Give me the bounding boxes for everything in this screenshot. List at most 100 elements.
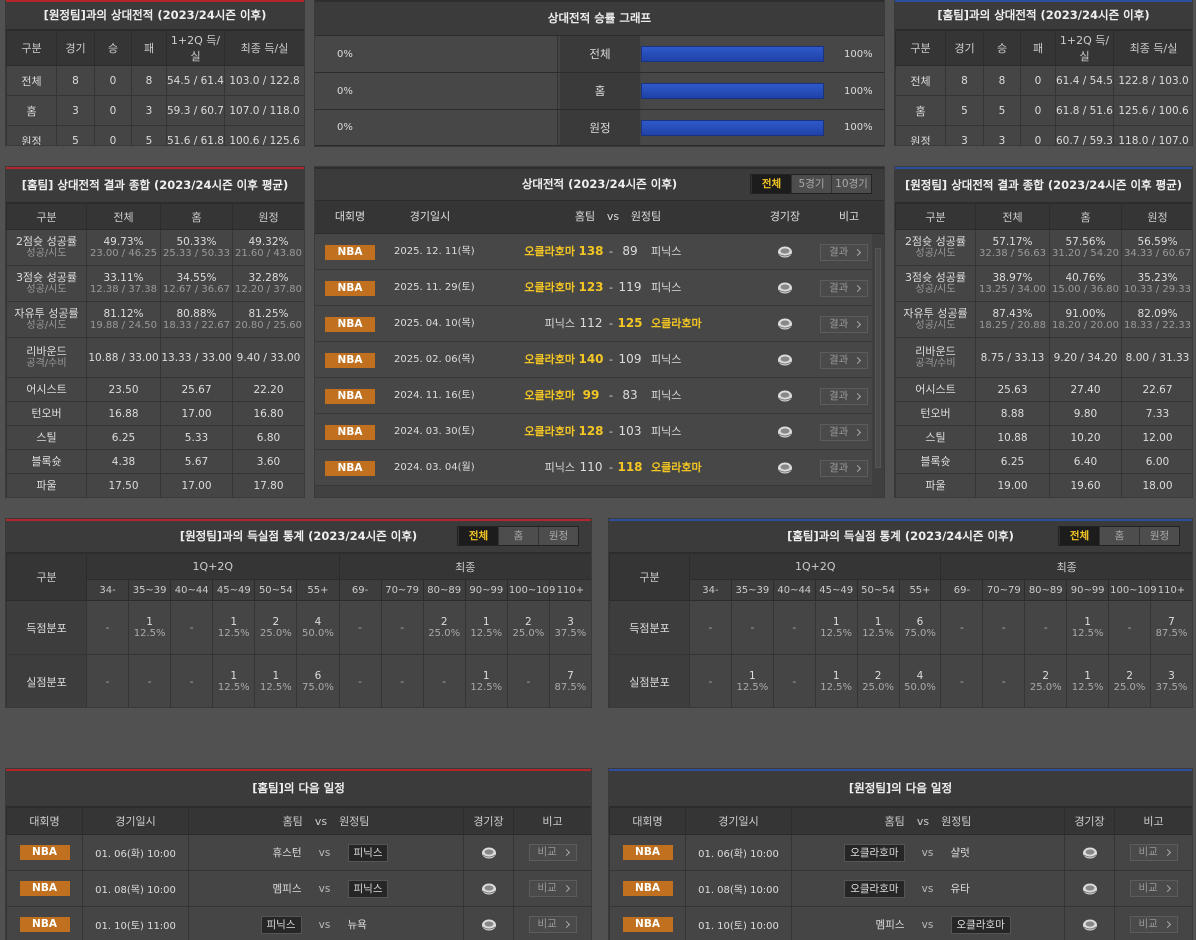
tab[interactable]: 전체 xyxy=(458,527,498,545)
stadium-icon[interactable] xyxy=(481,846,497,860)
result-button[interactable]: 결과 xyxy=(820,316,868,333)
row-label-main: 블록슛 xyxy=(896,456,975,468)
table-row: 파울19.0019.6018.00 xyxy=(896,474,1193,498)
count: 1 xyxy=(466,670,507,682)
range-cell: 90~99 xyxy=(465,580,507,601)
teams-cell: 피닉스vs뉴욕 xyxy=(189,907,464,940)
table-cell: 112.5% xyxy=(1067,655,1109,708)
home-team: 오클라호마 xyxy=(524,378,575,413)
cell-main: 8.00 / 31.33 xyxy=(1122,352,1192,364)
cell-main: 6.25 xyxy=(976,456,1049,468)
league-cell: NBA xyxy=(325,378,375,413)
tab[interactable]: 전체 xyxy=(751,175,791,193)
count: 1 xyxy=(732,670,773,682)
compare-button[interactable]: 비교 xyxy=(1130,880,1178,897)
scrollbar-thumb[interactable] xyxy=(875,248,881,468)
range-cell: 55+ xyxy=(899,580,941,601)
count: 6 xyxy=(900,616,941,628)
header-cell: 경기 xyxy=(946,31,984,66)
compare-button[interactable]: 비교 xyxy=(1130,844,1178,861)
tab-group: 전체홈원정 xyxy=(1058,526,1180,546)
category-label: 원정 xyxy=(560,110,640,145)
stadium-icon[interactable] xyxy=(777,461,793,475)
stadium-icon[interactable] xyxy=(777,353,793,367)
table-row: 턴오버16.8817.0016.80 xyxy=(7,402,305,426)
stadium-icon[interactable] xyxy=(481,918,497,932)
table-row: 파울17.5017.0017.80 xyxy=(7,474,305,498)
stadium-icon[interactable] xyxy=(777,425,793,439)
compare-button[interactable]: 비교 xyxy=(529,844,577,861)
league-badge: NBA xyxy=(325,245,375,260)
stadium-icon[interactable] xyxy=(777,317,793,331)
count: 4 xyxy=(900,670,941,682)
stadium-icon[interactable] xyxy=(1082,882,1098,896)
empty-value: - xyxy=(1025,622,1066,634)
tab[interactable]: 원정 xyxy=(538,527,578,545)
cell-main: 82.09% xyxy=(1122,308,1192,320)
table-cell: 홈 xyxy=(7,96,57,126)
table-cell: 225.0% xyxy=(857,655,899,708)
away-team: 피닉스 xyxy=(651,234,681,269)
tab[interactable]: 원정 xyxy=(1139,527,1179,545)
result-button[interactable]: 결과 xyxy=(820,460,868,477)
table-cell: 54.5 / 61.4 xyxy=(167,66,225,96)
compare-button[interactable]: 비교 xyxy=(529,916,577,933)
cell-main: 56.59% xyxy=(1122,236,1192,248)
header-cell: 구분 xyxy=(896,31,946,66)
summary-table: 구분전체홈원정2점슛 성공률성공/시도57.17%32.38 / 56.6357… xyxy=(895,203,1192,497)
stadium-icon[interactable] xyxy=(1082,846,1098,860)
header-cell: 승 xyxy=(984,31,1021,66)
table-cell: 9.40 / 33.00 xyxy=(233,338,305,378)
result-button[interactable]: 결과 xyxy=(820,388,868,405)
result-button[interactable]: 결과 xyxy=(820,352,868,369)
range-cell: 100~109 xyxy=(507,580,549,601)
summary-home-panel: [홈팀] 상대전적 결과 종합 (2023/24시즌 이후 평균)구분전체홈원정… xyxy=(6,167,304,497)
tab[interactable]: 홈 xyxy=(498,527,538,545)
count: 7 xyxy=(550,670,591,682)
header-cell: 홈 xyxy=(161,204,233,230)
result-button[interactable]: 결과 xyxy=(820,244,868,261)
cell-main: 6.80 xyxy=(233,432,304,444)
table-cell: 61.4 / 54.5 xyxy=(1056,66,1114,96)
tab[interactable]: 홈 xyxy=(1099,527,1139,545)
panel-title: [원정팀]과의 상대전적 (2023/24시즌 이후) xyxy=(6,2,304,30)
table-cell: 8 xyxy=(984,66,1021,96)
date-cell: 01. 10(토) 10:00 xyxy=(686,907,792,940)
tab[interactable]: 10경기 xyxy=(831,175,871,193)
stadium-icon[interactable] xyxy=(1082,918,1098,932)
percent: 12.5% xyxy=(1067,682,1108,693)
cell-sub: 25.33 / 50.33 xyxy=(161,248,232,259)
icon-part xyxy=(484,885,493,890)
tab[interactable]: 5경기 xyxy=(791,175,831,193)
header-cell: 경기장 xyxy=(464,808,514,835)
stadium-icon[interactable] xyxy=(777,245,793,259)
league-cell: NBA xyxy=(325,342,375,377)
away-team: 피닉스 xyxy=(651,378,681,413)
empty-value: - xyxy=(382,676,423,688)
away-slot: 피닉스 xyxy=(348,880,463,898)
match-row: NBA2024. 03. 04(월)피닉스110-118오클라호마결과 xyxy=(315,450,872,486)
percent: 12.5% xyxy=(816,682,857,693)
result-button[interactable]: 결과 xyxy=(820,424,868,441)
compare-button[interactable]: 비교 xyxy=(529,880,577,897)
percent: 75.0% xyxy=(900,628,941,639)
compare-button[interactable]: 비교 xyxy=(1130,916,1178,933)
table-cell: 18.00 xyxy=(1122,474,1193,498)
table-cell: 225.0% xyxy=(507,601,549,655)
home-team: 피닉스 xyxy=(545,450,575,485)
stadium-icon[interactable] xyxy=(481,882,497,896)
icon-part xyxy=(781,356,790,361)
header-row: 구분전체홈원정 xyxy=(7,204,305,230)
summary-away-panel: [원정팀] 상대전적 결과 종합 (2023/24시즌 이후 평균)구분전체홈원… xyxy=(895,167,1192,497)
result-button[interactable]: 결과 xyxy=(820,280,868,297)
table-cell: 5 xyxy=(984,96,1021,126)
stadium-cell xyxy=(777,342,793,377)
stadium-cell xyxy=(464,835,514,871)
tab[interactable]: 전체 xyxy=(1059,527,1099,545)
stadium-icon[interactable] xyxy=(777,281,793,295)
table-row: 스틸10.8810.2012.00 xyxy=(896,426,1193,450)
cell-main: 10.20 xyxy=(1050,432,1121,444)
stadium-icon[interactable] xyxy=(777,389,793,403)
header-part: 홈팀 xyxy=(885,815,905,828)
header-part: 홈팀 xyxy=(283,815,303,828)
